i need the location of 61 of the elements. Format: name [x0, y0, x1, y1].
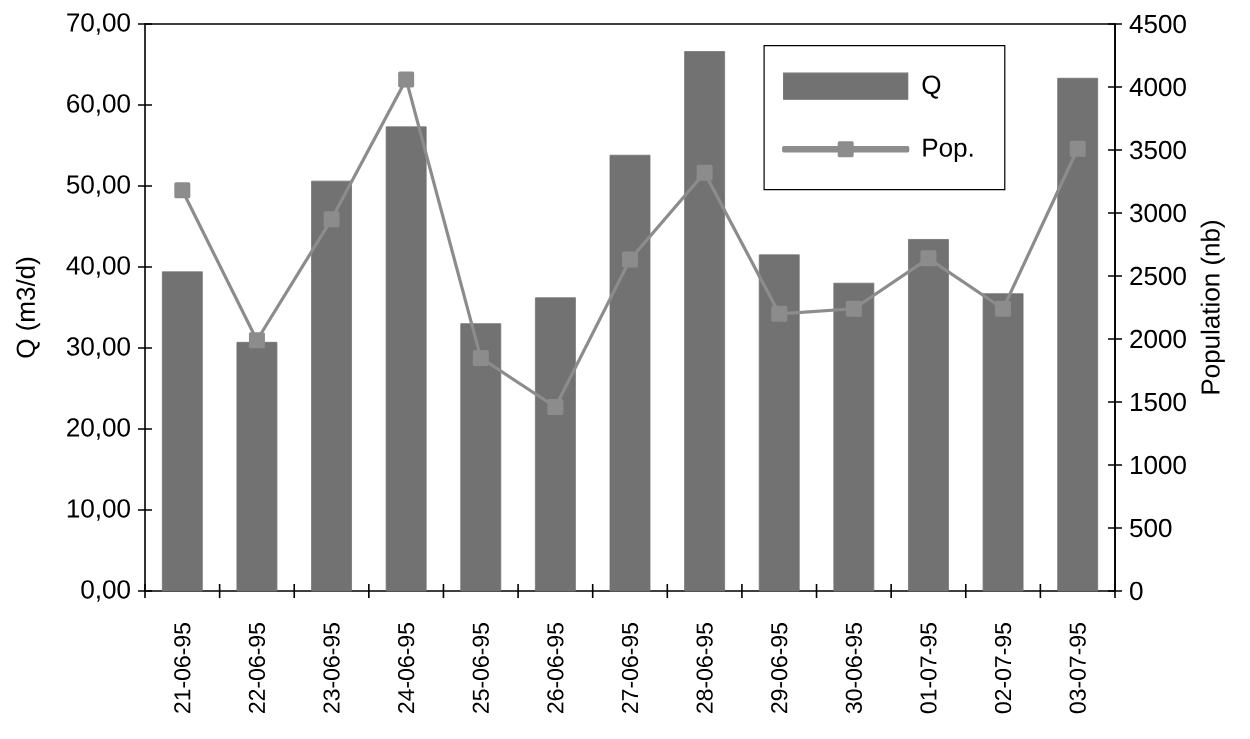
- y2-tick-label: 1500: [1131, 392, 1186, 412]
- point: [398, 71, 415, 88]
- point: [696, 164, 713, 181]
- bar: [161, 271, 203, 592]
- x-tick-label: 30-06-95: [845, 623, 862, 714]
- x-tick-label: 02-07-95: [994, 623, 1012, 714]
- y2-tick-label: 0: [1130, 581, 1143, 601]
- y-tick-label: 20,00: [67, 418, 130, 440]
- legend-label: Q: [922, 75, 941, 99]
- x-tick-label: 27-06-95: [621, 623, 639, 713]
- y2-tick-label: 4000: [1129, 77, 1186, 97]
- y-tick-label: 70,00: [67, 13, 130, 35]
- x-tick-label: 28-06-95: [696, 623, 713, 713]
- bar: [1057, 77, 1099, 592]
- point: [995, 300, 1012, 317]
- y2-tick-label: 1000: [1131, 455, 1186, 475]
- point: [248, 332, 265, 349]
- x-tick-label: 24-06-95: [398, 623, 415, 713]
- point: [771, 305, 788, 322]
- y-tick-label: 30,00: [66, 337, 130, 359]
- bar: [609, 154, 651, 592]
- x-tick-label: 23-06-95: [323, 623, 340, 713]
- x-tick-label: 26-06-95: [547, 623, 564, 713]
- y2-tick-label: 3000: [1130, 203, 1186, 223]
- x-tick-label: 03-07-95: [1069, 623, 1086, 714]
- bar: [311, 180, 352, 592]
- y2-axis-title: Population (nb): [1200, 220, 1225, 394]
- x-tick-label: 22-06-95: [248, 623, 266, 713]
- y2-tick-label: 3500: [1130, 140, 1186, 160]
- bar: [385, 126, 427, 592]
- x-tick-label: 21-06-95: [174, 623, 191, 713]
- point: [845, 300, 862, 317]
- point: [323, 211, 340, 228]
- bar: [758, 254, 800, 592]
- y-tick-label: 0,00: [81, 580, 130, 602]
- y-tick-label: 10,00: [67, 499, 130, 521]
- bar: [236, 341, 278, 592]
- bar: [460, 323, 502, 592]
- x-tick-label: 25-06-95: [472, 623, 489, 713]
- y2-tick-label: 4500: [1129, 14, 1186, 34]
- y2-tick-label: 2000: [1130, 329, 1186, 349]
- bar: [684, 51, 726, 592]
- y-tick-label: 40,00: [66, 256, 130, 278]
- bar: [908, 239, 949, 592]
- y-axis-title: Q (m3/d): [15, 257, 41, 358]
- y2-tick-label: 2500: [1130, 266, 1186, 286]
- x-tick-label: 29-06-95: [771, 623, 788, 713]
- legend-label: Pop.: [923, 138, 973, 163]
- point: [920, 250, 937, 267]
- y-tick-label: 50,00: [66, 175, 130, 197]
- point: [472, 349, 489, 366]
- bar: [833, 282, 875, 592]
- y-tick-label: 60,00: [67, 94, 130, 116]
- point: [547, 399, 564, 416]
- point: [622, 251, 638, 268]
- x-tick-label: 01-07-95: [920, 623, 937, 714]
- bar: [982, 293, 1024, 592]
- y2-tick-label: 500: [1130, 518, 1172, 538]
- bar: [534, 297, 576, 592]
- point: [1069, 140, 1086, 157]
- point: [174, 182, 191, 199]
